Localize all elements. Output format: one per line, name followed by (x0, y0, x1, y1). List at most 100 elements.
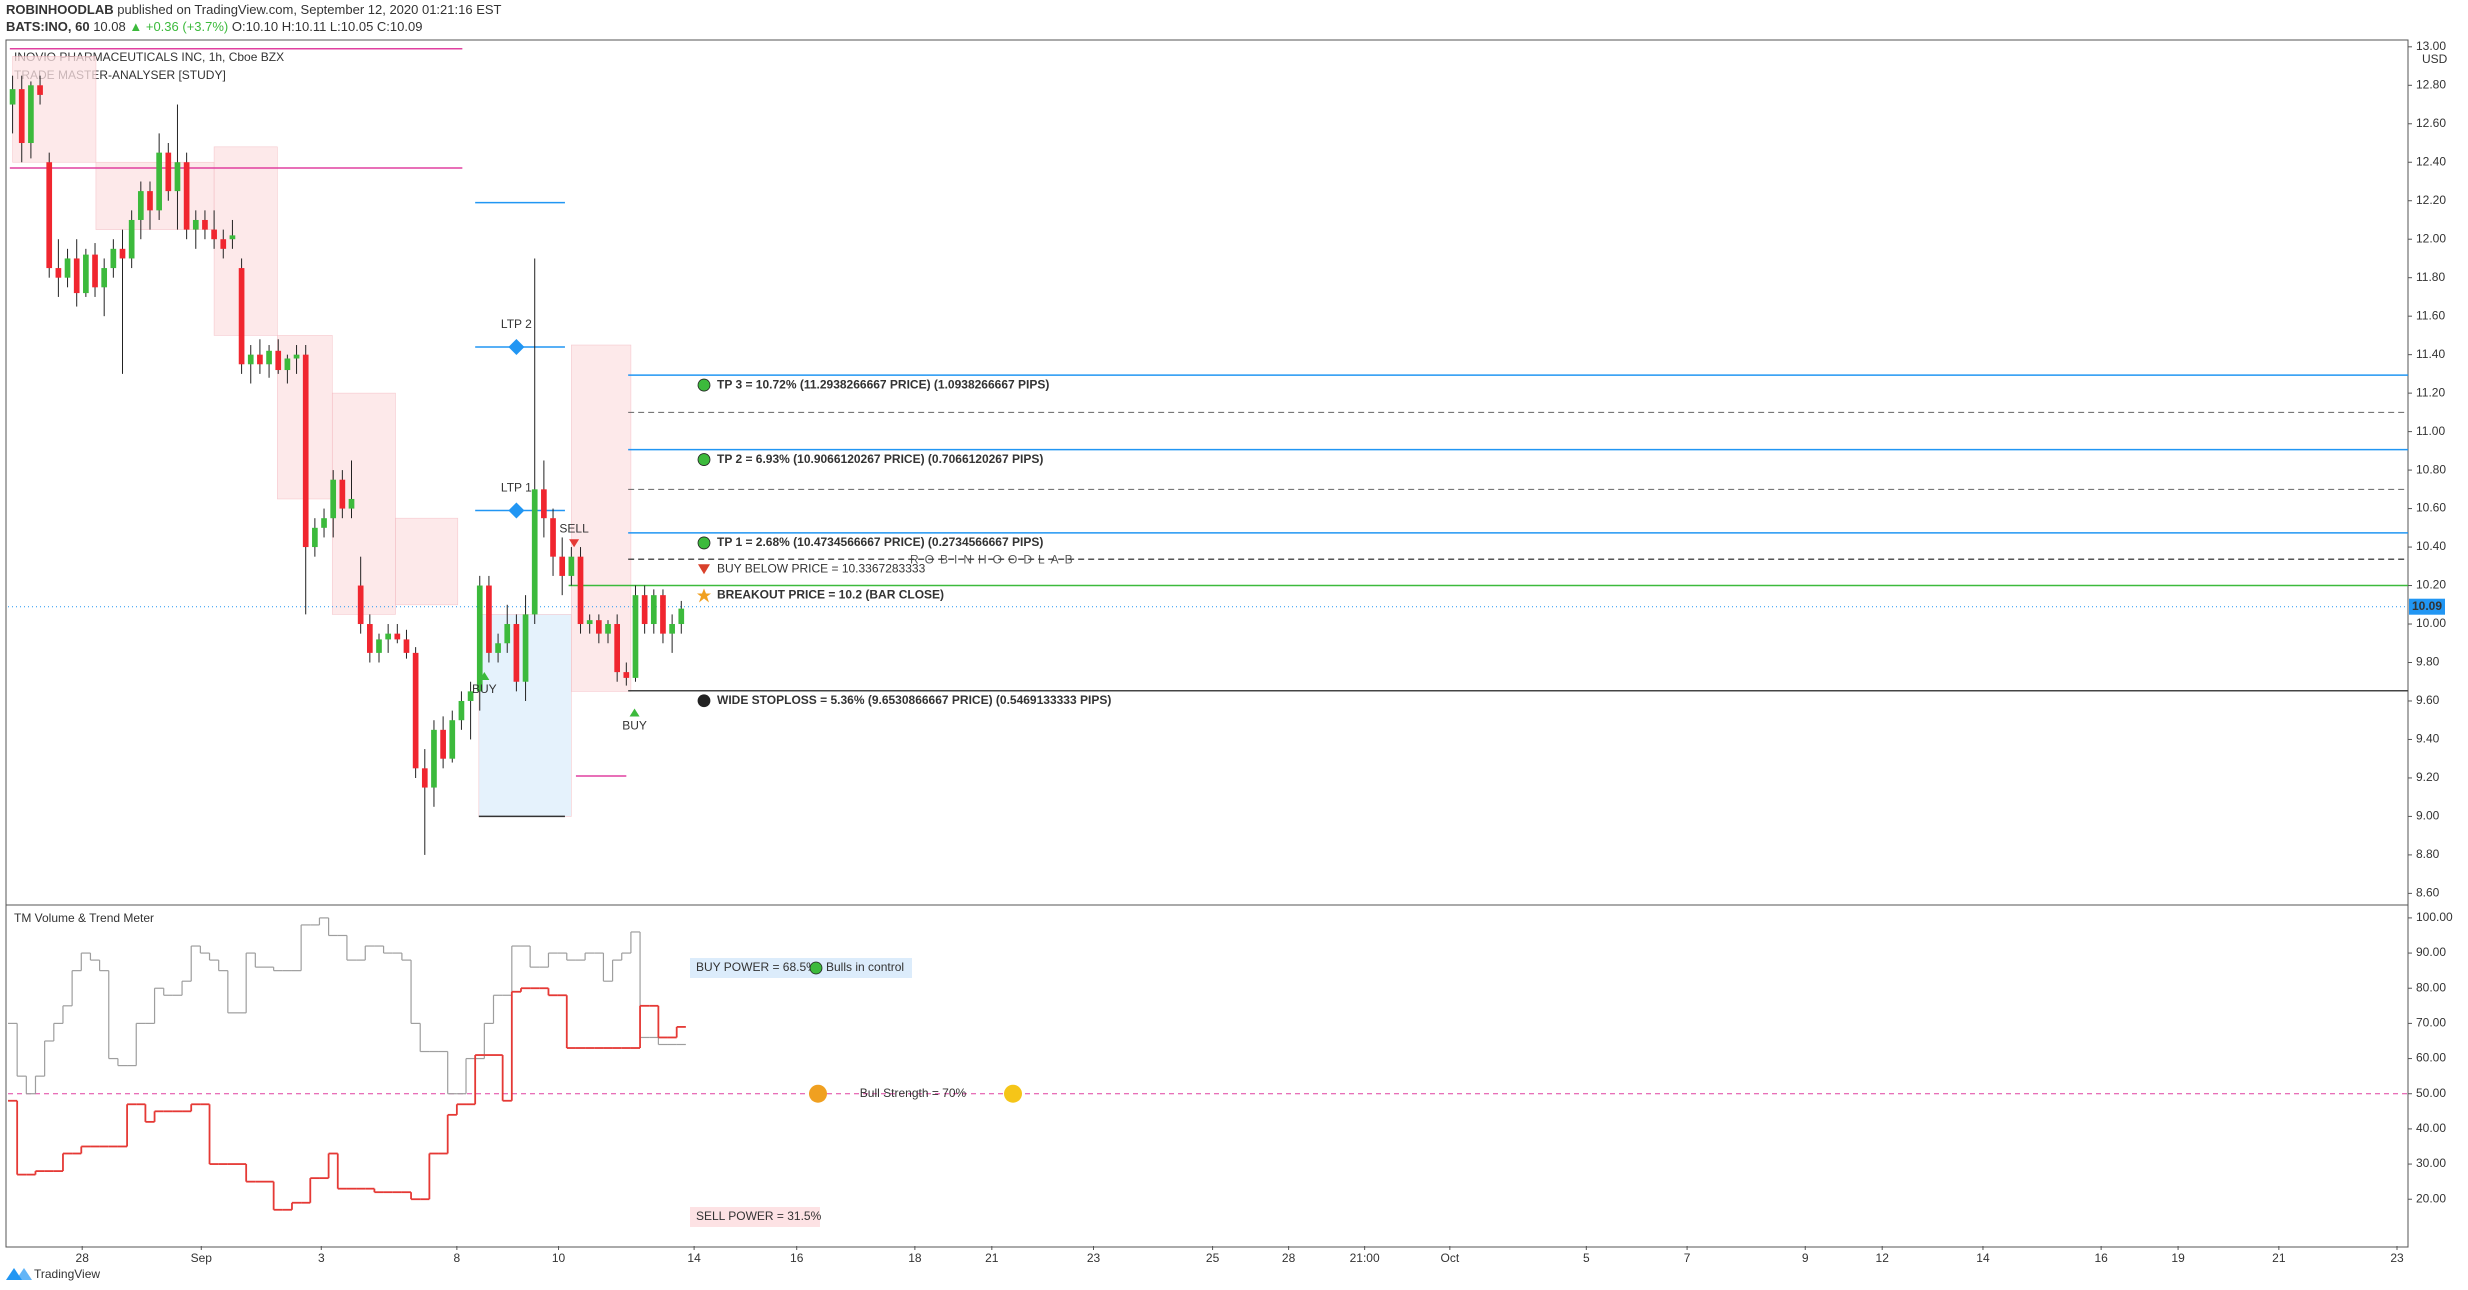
candle-body (247, 354, 254, 365)
candle-body (458, 700, 465, 721)
candle-body (431, 729, 437, 788)
symbol: BATS:INO, 60 (6, 19, 90, 34)
candle-body (504, 624, 511, 644)
candle-body (476, 585, 483, 692)
candle-body (73, 258, 80, 294)
candle-body (238, 268, 245, 365)
candle-body (550, 518, 556, 557)
y-tick-label: 10.00 (2416, 616, 2446, 630)
level-icon (697, 536, 711, 550)
logo-icon (16, 1268, 32, 1280)
x-tick-label: 19 (2171, 1251, 2185, 1265)
signal-marker (508, 338, 525, 355)
candle-body (669, 624, 675, 634)
candle-body (83, 254, 89, 294)
candle-body (568, 556, 575, 576)
trend: Bulls in control (826, 960, 904, 974)
y-tick-label: 9.00 (2416, 809, 2440, 823)
candle-body (321, 518, 327, 528)
x-tick-label: 9 (1802, 1251, 1809, 1265)
y-tick-label: 8.60 (2416, 886, 2440, 900)
y-tick-label: 10.20 (2416, 578, 2446, 592)
candle-body (650, 595, 657, 625)
level-icon (697, 378, 711, 392)
x-tick-label: 21 (985, 1251, 999, 1265)
candle-body (257, 354, 263, 365)
y-tick-label: 12.40 (2416, 154, 2446, 168)
candle-body (128, 219, 135, 259)
zone (95, 161, 215, 230)
candle-body (9, 89, 16, 105)
candle-body (495, 643, 501, 653)
x-tick-label: 28 (1282, 1251, 1296, 1265)
candle-body (366, 624, 373, 653)
x-tick-label: 7 (1684, 1251, 1691, 1265)
x-tick-label: 10 (552, 1251, 566, 1265)
level-icon (697, 588, 711, 603)
indicator-pane (8, 917, 2408, 1211)
signal-label: BUY (622, 719, 647, 733)
candle-body (614, 624, 620, 673)
zone (395, 517, 459, 606)
candle-body (202, 219, 208, 230)
watermark: ROBINHOODLAB (910, 553, 1079, 567)
signal-marker (479, 671, 490, 680)
price: 10.08 (93, 19, 126, 34)
trend-icon (809, 961, 823, 975)
candle-body (220, 239, 227, 249)
emoji-icon (1004, 1084, 1022, 1103)
candle-body (522, 614, 529, 682)
candle-body (156, 152, 162, 211)
candle-body (596, 620, 602, 634)
y-tick-label: 30.00 (2416, 1156, 2446, 1170)
candle-body (92, 254, 98, 288)
change: +0.36 (+3.7%) (146, 19, 228, 34)
y-tick-label: 9.80 (2416, 655, 2440, 669)
candle-body (421, 768, 428, 788)
y-tick-label: 10.80 (2416, 462, 2446, 476)
signal-label: LTP 2 (501, 317, 532, 331)
candle-body (678, 608, 685, 625)
published: published on TradingView.com, September … (117, 2, 501, 17)
candle-body (275, 350, 282, 371)
y-tick-label: 11.40 (2416, 347, 2445, 361)
zone (12, 56, 97, 163)
level-icon (697, 453, 711, 466)
x-tick-label: 23 (2390, 1251, 2404, 1265)
level-icon (698, 564, 710, 575)
candle-body (229, 235, 236, 240)
y-tick-label: 90.00 (2416, 945, 2446, 959)
y-tick-label: 10.40 (2416, 539, 2446, 553)
y-tick-label: 9.40 (2416, 732, 2440, 746)
x-tick-label: 23 (1087, 1251, 1101, 1265)
x-tick-label: Oct (1440, 1251, 1459, 1265)
x-tick-label: 8 (454, 1251, 461, 1265)
candle-body (513, 624, 520, 682)
candle-body (137, 191, 144, 220)
candle-body (449, 720, 456, 759)
candle-body (385, 633, 391, 640)
y-tick-label: 100.00 (2416, 910, 2453, 924)
candle-body (605, 624, 611, 634)
signal-label: BUY (472, 682, 497, 696)
unit-label: USD (2422, 52, 2448, 66)
header-line-2: BATS:INO, 60 10.08 ▲ +0.36 (+3.7%) O:10.… (6, 19, 422, 34)
signal-marker (569, 539, 580, 548)
candle-body (101, 268, 108, 288)
candle-body (266, 350, 272, 365)
up-arrow: ▲ (129, 19, 142, 34)
candle-body (623, 672, 630, 678)
candle-body (147, 191, 153, 211)
level-label: TP 3 = 10.72% (11.2938266667 PRICE) (1.0… (717, 377, 1049, 391)
y-tick-label: 60.00 (2416, 1051, 2446, 1065)
candle-body (541, 489, 547, 519)
x-tick-label: 16 (2094, 1251, 2108, 1265)
candle-body (37, 85, 43, 95)
y-tick-label: 12.80 (2416, 77, 2446, 91)
candle-body (110, 248, 117, 269)
zone (571, 344, 632, 692)
y-tick-label: 10.60 (2416, 501, 2446, 515)
level-label: TP 2 = 6.93% (10.9066120267 PRICE) (0.70… (717, 452, 1043, 466)
